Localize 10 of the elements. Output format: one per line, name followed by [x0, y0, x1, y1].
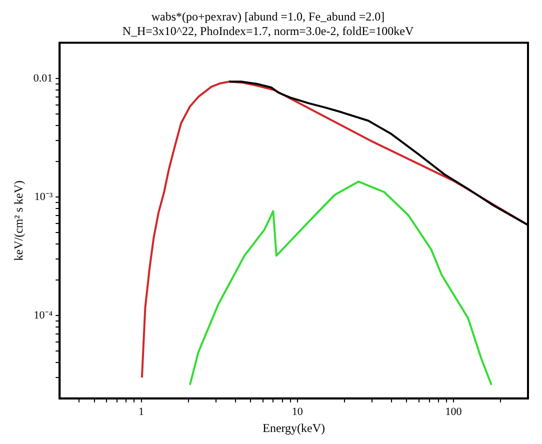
x-tick-label: 100: [445, 406, 462, 418]
x-axis-title: Energy(keV): [262, 420, 326, 435]
y-tick-label: 0.01: [33, 72, 53, 84]
y-axis-title: keV/(cm² s keV): [11, 180, 26, 261]
chart-subtitle: N_H=3x10^22, PhoIndex=1.7, norm=3.0e-2, foldE=100keV: [122, 24, 414, 38]
y-tick-label: 10⁻³: [34, 190, 54, 203]
x-tick-label: 1: [138, 406, 144, 418]
x-tick-label: 10: [292, 406, 304, 418]
y-tick-label: 10⁻⁴: [34, 309, 53, 322]
chart-title: wabs*(po+pexrav) [abund =1.0, Fe_abund =2.0]: [151, 9, 385, 24]
